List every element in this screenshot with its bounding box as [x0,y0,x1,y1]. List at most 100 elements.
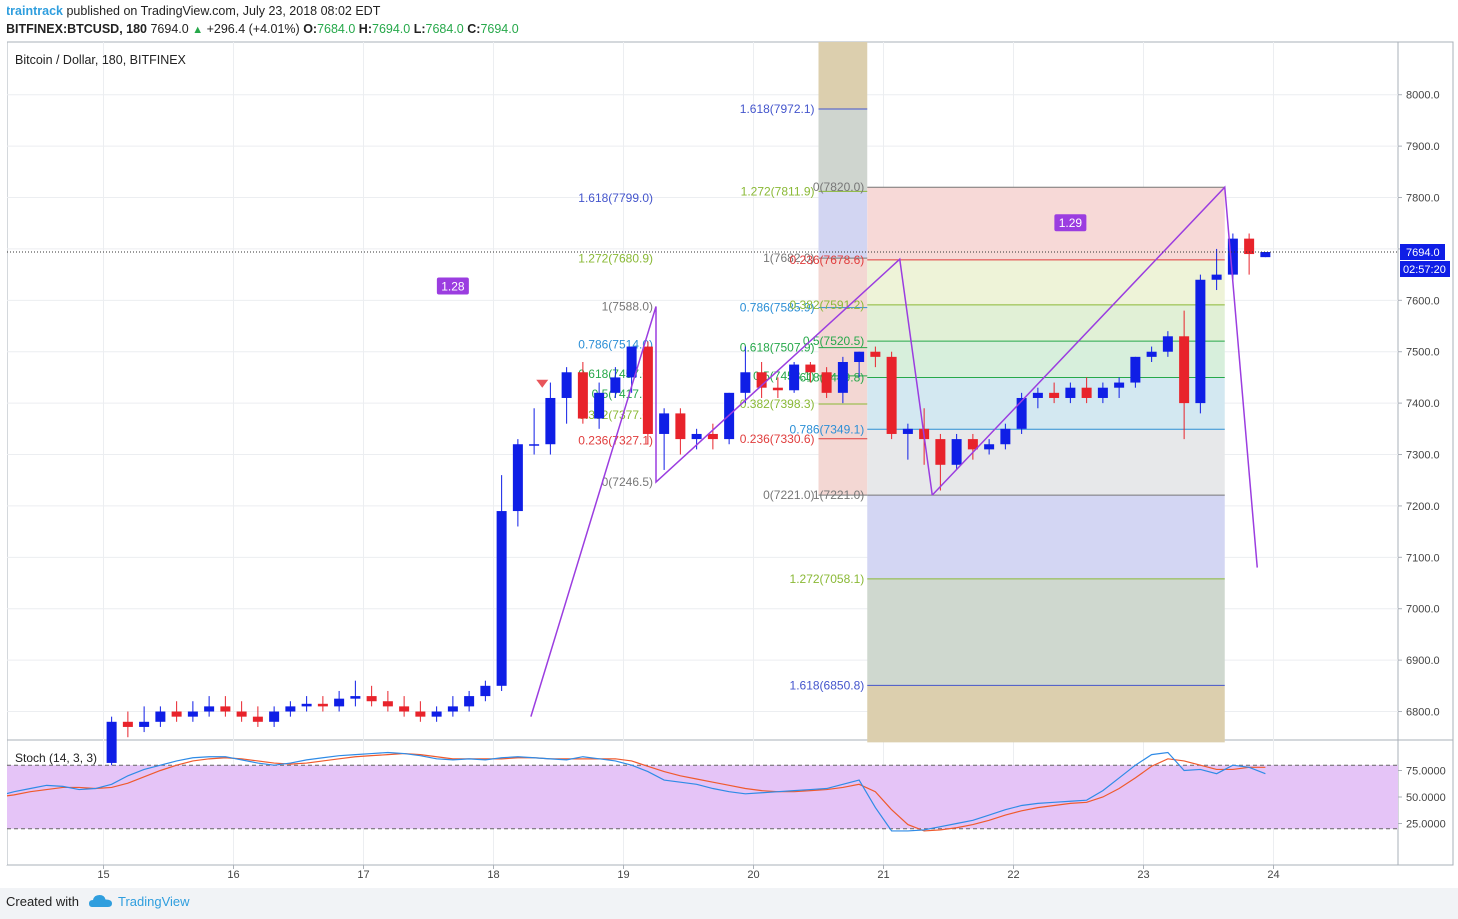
fib-zone [867,685,1225,743]
publish-line: traintrack published on TradingView.com,… [6,4,380,18]
fib-label: 0.786(7585.9) [740,301,815,315]
y-tick-label: 7300.0 [1406,450,1440,462]
candle-body [789,364,800,391]
candle-body [1000,428,1011,445]
chart-frame [6,41,1454,866]
stoch-label: Stoch (14, 3, 3) [15,751,97,765]
stoch-d-line [0,752,1266,832]
last-price-badge [1400,244,1445,260]
candle [285,701,296,717]
candle-body [252,716,263,722]
symbol-line: BITFINEX:BTCUSD, 180 7694.0 ▲ +296.4 (+4… [6,22,519,36]
pattern-ratio-label: 1.28 [441,279,465,293]
pattern-line [530,257,933,717]
fib-label: 1.272(7058.1) [790,572,865,586]
candle [269,706,280,727]
price-chart[interactable]: 1.618(7972.1) 1.272(7811.9) 1(7682.0) 0.786… [0,0,1458,888]
candle-body [740,372,751,393]
fib-label: 0(7820.0) [813,180,864,194]
tradingview-brand-link[interactable]: TradingView [118,894,190,909]
fib-label: 0.382(7591.2) [790,298,865,312]
y-tick-label: 7200.0 [1406,501,1440,513]
candle-body [1114,382,1125,388]
x-tick-label: 22 [1007,869,1019,881]
candle-body [301,703,312,707]
x-tick-label: 19 [617,869,629,881]
candle-body [1195,279,1206,404]
candle-body [805,364,816,373]
candle-body [1244,238,1255,255]
candle-body [220,706,231,712]
fib-label: 1(7682.0) [763,251,814,265]
fib-zone [867,578,1225,686]
candle-body [269,711,280,722]
candle [772,377,783,398]
candle [561,367,572,424]
y-tick-label: 6800.0 [1406,707,1440,719]
fib-label: 0.236(7330.6) [740,432,815,446]
candle-body [1032,392,1043,398]
candle-body [106,721,117,763]
candle-body [1211,274,1222,280]
candle [155,706,166,727]
publish-info: published on TradingView.com, July 23, 2… [66,4,381,18]
candle [659,408,670,470]
author-link[interactable]: traintrack [6,4,63,18]
candle [187,701,198,722]
fib-label: 1.618(7972.1) [740,102,815,116]
candle-body [139,721,150,727]
candle [236,701,247,722]
x-tick-label: 23 [1137,869,1149,881]
countdown-label: 02:57:20 [1403,264,1446,276]
candle [464,690,475,712]
candle [1065,382,1076,404]
fib-zone [867,187,1225,260]
candle-body [122,721,133,727]
y-tick-label: 7100.0 [1406,552,1440,564]
candle [902,423,913,460]
fib-label: 1.618(6850.8) [790,678,865,692]
fib-label: 1.618(7799.0) [578,191,653,205]
y-tick-label: 7500.0 [1406,347,1440,359]
candle-body [1146,351,1157,357]
candle [350,680,361,707]
candle [1146,346,1157,362]
candle [805,361,816,383]
high-value: 7694.0 [372,22,411,36]
fib-zone [867,377,1225,430]
candle-body [1227,238,1238,275]
close-label: C: [467,22,481,36]
candle-body [691,433,702,440]
candle [139,706,150,733]
candle [1016,392,1027,434]
candle-body [1097,387,1108,398]
candle [935,433,946,491]
candle [317,696,328,712]
candle [399,696,410,717]
x-tick-label: 20 [747,869,759,881]
fib-label: 1(7221.0) [813,488,864,502]
price-axis: 6800.0 6900.0 7000.0 7100.0 7200.0 7300.0 7400… [1398,90,1450,719]
candle-body [707,433,718,440]
candle-body [1016,397,1027,429]
fib-zone [818,109,868,192]
candle [1211,248,1222,291]
candle-body [545,397,556,445]
stoch-y-tick-label: 50.0000 [1406,792,1446,804]
candle [1049,382,1060,404]
x-tick-label: 15 [97,869,109,881]
candle [122,711,133,738]
last-price: 7694.0 [150,22,189,36]
tradingview-cloud-icon [89,895,112,907]
candle [642,341,653,445]
symbol-label: BITFINEX:BTCUSD, 180 [6,22,147,36]
candle-body [642,346,653,434]
candle-body [561,372,572,398]
candle [1097,382,1108,404]
candle [756,361,767,398]
candle-body [772,387,783,391]
candle-body [236,711,247,717]
candle [301,696,312,712]
candle [789,361,800,393]
candle-body [1130,356,1141,383]
